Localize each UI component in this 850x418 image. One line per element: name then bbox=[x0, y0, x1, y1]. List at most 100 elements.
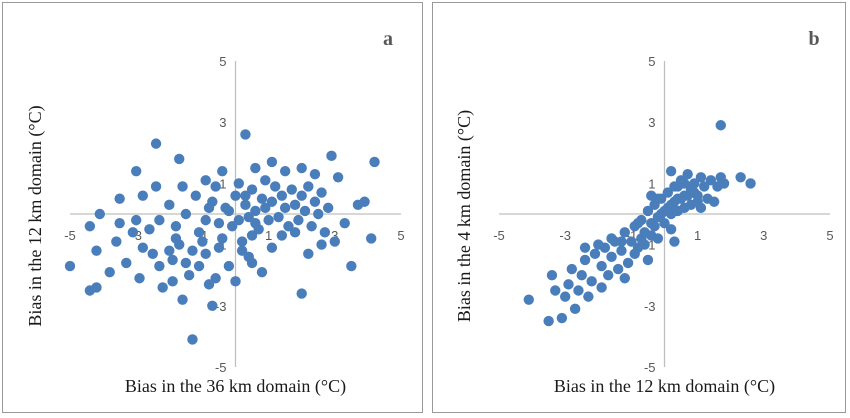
data-point bbox=[121, 257, 132, 269]
x-tick-label: 1 bbox=[265, 228, 272, 243]
y-tick-label: 5 bbox=[219, 54, 226, 69]
data-point bbox=[230, 190, 241, 201]
data-point bbox=[665, 165, 677, 177]
data-point bbox=[150, 138, 162, 149]
data-point bbox=[596, 260, 607, 272]
data-point bbox=[603, 270, 614, 281]
y-tick-label: -3 bbox=[644, 299, 656, 314]
data-point bbox=[589, 248, 601, 259]
data-point bbox=[250, 217, 261, 229]
x-tick-label: 5 bbox=[397, 228, 404, 243]
x-axis-title: Bias in the 12 km domain (°C) bbox=[554, 376, 775, 397]
data-point bbox=[652, 193, 664, 204]
data-point bbox=[329, 236, 340, 247]
data-point bbox=[556, 312, 568, 324]
data-point bbox=[718, 178, 730, 189]
data-point bbox=[246, 184, 258, 195]
data-point bbox=[197, 236, 208, 247]
data-point bbox=[137, 190, 149, 201]
data-point bbox=[639, 239, 650, 250]
data-point bbox=[306, 221, 317, 232]
data-point bbox=[655, 208, 667, 220]
data-point bbox=[94, 208, 105, 220]
data-point bbox=[270, 181, 281, 192]
data-point bbox=[289, 199, 301, 211]
data-point bbox=[332, 172, 344, 183]
data-point bbox=[134, 273, 145, 284]
data-point bbox=[715, 120, 726, 131]
data-point bbox=[523, 294, 534, 305]
data-point bbox=[299, 205, 311, 217]
data-point bbox=[203, 202, 215, 214]
data-point bbox=[576, 270, 587, 281]
data-point bbox=[279, 202, 291, 214]
data-point bbox=[309, 196, 321, 207]
data-point bbox=[180, 257, 192, 269]
data-point bbox=[226, 221, 238, 232]
data-point bbox=[213, 242, 225, 253]
data-point bbox=[170, 221, 182, 232]
data-point bbox=[157, 282, 168, 293]
data-point bbox=[619, 227, 630, 238]
data-point bbox=[183, 270, 195, 281]
data-point bbox=[642, 205, 654, 217]
data-point bbox=[569, 303, 581, 315]
data-point bbox=[223, 260, 235, 272]
data-point bbox=[131, 214, 142, 226]
data-point bbox=[233, 178, 245, 189]
data-point bbox=[692, 196, 703, 207]
data-point bbox=[190, 190, 201, 201]
y-tick-label: 1 bbox=[648, 176, 655, 191]
data-point bbox=[210, 181, 221, 192]
data-point bbox=[127, 227, 139, 238]
data-point bbox=[111, 236, 122, 247]
data-point bbox=[616, 236, 627, 247]
data-point bbox=[359, 196, 370, 207]
data-point bbox=[606, 233, 617, 244]
data-point bbox=[177, 294, 188, 305]
panel-letter: b bbox=[808, 28, 819, 50]
data-point bbox=[174, 239, 185, 250]
y-tick-label: 1 bbox=[219, 176, 226, 191]
data-point bbox=[293, 214, 304, 226]
data-point bbox=[223, 205, 235, 217]
data-point bbox=[279, 165, 291, 177]
x-tick-label: 5 bbox=[826, 228, 833, 243]
data-point bbox=[313, 208, 324, 220]
data-point bbox=[213, 217, 225, 229]
data-point bbox=[316, 187, 327, 198]
data-point bbox=[240, 199, 251, 211]
data-point bbox=[745, 178, 756, 189]
data-point bbox=[104, 266, 115, 278]
data-point bbox=[606, 251, 617, 263]
data-point bbox=[167, 276, 178, 287]
data-point bbox=[114, 193, 125, 204]
data-point bbox=[296, 288, 307, 299]
data-point bbox=[679, 178, 690, 189]
y-axis-title: Bias in the 12 km domain (°C) bbox=[25, 105, 46, 326]
data-point bbox=[263, 214, 274, 226]
data-point bbox=[114, 217, 125, 229]
data-point bbox=[626, 236, 637, 247]
y-tick-label: -5 bbox=[644, 360, 656, 375]
data-point bbox=[187, 245, 198, 256]
data-point bbox=[256, 266, 268, 278]
y-tick-label: 5 bbox=[648, 54, 655, 69]
data-point bbox=[316, 239, 327, 250]
data-point bbox=[236, 245, 248, 256]
x-tick-label: 3 bbox=[331, 228, 338, 243]
data-point bbox=[622, 257, 634, 269]
data-point bbox=[309, 169, 321, 180]
y-tick-label: 3 bbox=[219, 115, 226, 130]
data-point bbox=[167, 254, 178, 266]
data-point bbox=[200, 175, 211, 186]
data-point bbox=[246, 257, 258, 269]
data-point bbox=[131, 165, 142, 177]
data-point bbox=[233, 214, 245, 226]
data-point bbox=[319, 227, 331, 238]
data-point bbox=[550, 285, 561, 296]
data-point bbox=[560, 291, 571, 302]
data-point bbox=[662, 187, 674, 198]
data-point bbox=[339, 217, 350, 229]
